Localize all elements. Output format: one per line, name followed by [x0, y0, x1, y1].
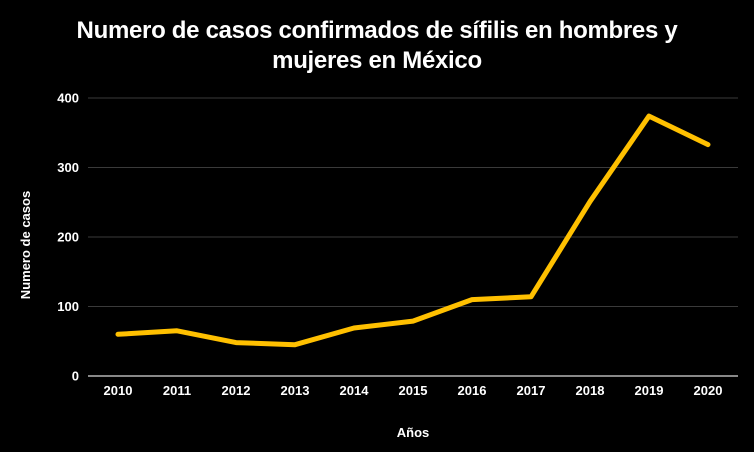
x-tick-label: 2020	[694, 383, 723, 398]
x-tick-label: 2014	[340, 383, 370, 398]
series-layer	[115, 113, 711, 348]
series-line	[115, 113, 711, 348]
x-tick-label: 2019	[635, 383, 664, 398]
y-axis-ticks: 0 100 200 300 400	[57, 91, 79, 384]
x-tick-label: 2012	[222, 383, 251, 398]
gridlines	[88, 97, 738, 377]
x-axis-title: Años	[397, 425, 430, 440]
y-tick-label: 100	[57, 299, 79, 314]
x-tick-label: 2015	[399, 383, 428, 398]
chart-title: Numero de casos confirmados de sífilis e…	[76, 17, 678, 74]
y-tick-label: 200	[57, 230, 79, 245]
x-tick-label: 2011	[163, 383, 191, 398]
y-tick-label: 300	[57, 160, 79, 175]
x-axis-ticks: 2010 2011 2012 2013 2014 2015 2016 2017 2018 2019…	[104, 383, 723, 398]
x-tick-label: 2013	[281, 383, 310, 398]
y-tick-label: 400	[57, 91, 79, 106]
y-axis-title: Numero de casos	[18, 191, 33, 299]
x-tick-label: 2016	[458, 383, 487, 398]
x-tick-label: 2018	[576, 383, 605, 398]
x-tick-label: 2010	[104, 383, 133, 398]
x-tick-label: 2017	[517, 383, 546, 398]
y-tick-label: 0	[72, 369, 79, 384]
